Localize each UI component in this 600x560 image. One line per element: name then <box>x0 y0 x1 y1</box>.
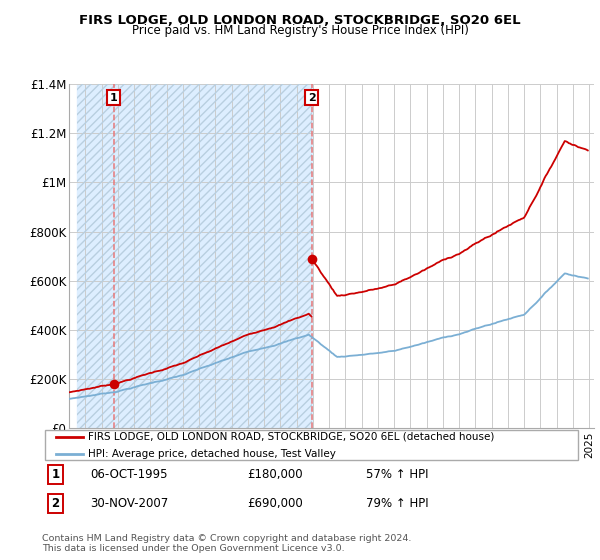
Text: 1: 1 <box>110 92 118 102</box>
Bar <box>113 84 311 428</box>
Text: 30-NOV-2007: 30-NOV-2007 <box>91 497 169 510</box>
Text: 06-OCT-1995: 06-OCT-1995 <box>91 468 168 481</box>
Text: Contains HM Land Registry data © Crown copyright and database right 2024.
This d: Contains HM Land Registry data © Crown c… <box>42 534 412 553</box>
Bar <box>77 84 113 428</box>
Text: £690,000: £690,000 <box>247 497 303 510</box>
Text: FIRS LODGE, OLD LONDON ROAD, STOCKBRIDGE, SO20 6EL (detached house): FIRS LODGE, OLD LONDON ROAD, STOCKBRIDGE… <box>88 432 494 442</box>
Text: HPI: Average price, detached house, Test Valley: HPI: Average price, detached house, Test… <box>88 449 336 459</box>
Text: 57% ↑ HPI: 57% ↑ HPI <box>366 468 428 481</box>
Text: 2: 2 <box>308 92 316 102</box>
Text: Price paid vs. HM Land Registry's House Price Index (HPI): Price paid vs. HM Land Registry's House … <box>131 24 469 38</box>
Text: £180,000: £180,000 <box>247 468 303 481</box>
Text: 1: 1 <box>52 468 59 481</box>
Bar <box>113 84 311 428</box>
Text: 79% ↑ HPI: 79% ↑ HPI <box>366 497 428 510</box>
Bar <box>77 84 113 428</box>
Text: FIRS LODGE, OLD LONDON ROAD, STOCKBRIDGE, SO20 6EL: FIRS LODGE, OLD LONDON ROAD, STOCKBRIDGE… <box>79 14 521 27</box>
FancyBboxPatch shape <box>45 430 578 460</box>
Text: 2: 2 <box>52 497 59 510</box>
